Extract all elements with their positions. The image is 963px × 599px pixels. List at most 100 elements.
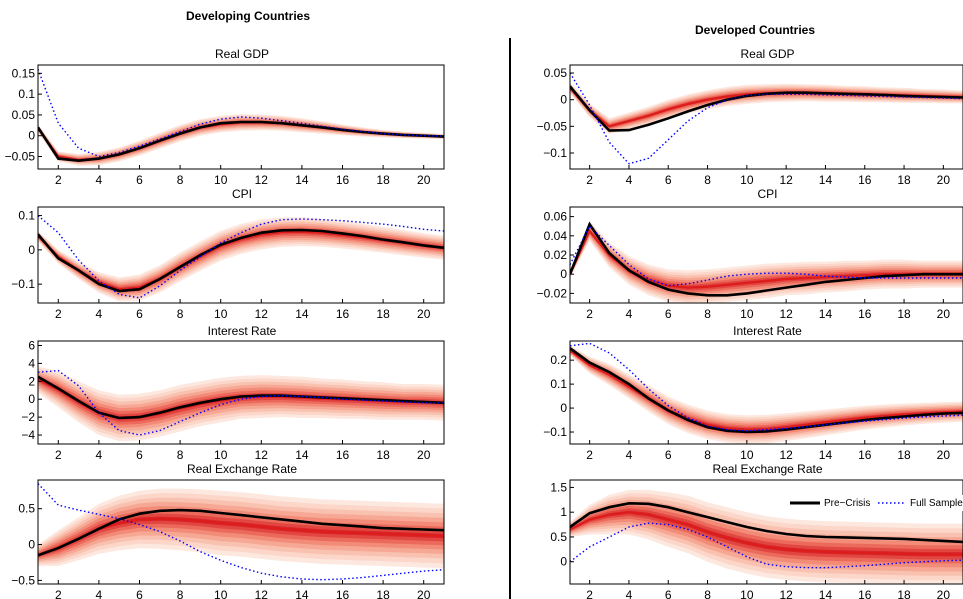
left-real-exchange-rate-xtick-label: 4 [96, 588, 103, 599]
right-cpi-ytick-label: 0 [560, 267, 567, 281]
right-real-exchange-rate-xtick-label: 12 [779, 588, 793, 599]
right-real-exchange-rate-panel: 2 4 6 8 10 12 14 16 18 20 0 0.5 1 1.5 Real Exchange Ra… [550, 462, 963, 599]
left-real-gdp-ytick-label: 0.05 [12, 108, 36, 122]
left-cpi-xtick-label: 8 [177, 307, 184, 321]
right-real-exchange-rate-title: Real Exchange Rate [712, 462, 822, 476]
left-real-gdp-plot-area [38, 68, 444, 166]
left-real-exchange-rate-panel: 2 4 6 8 10 12 14 16 18 20 −0.5 0 0.5 Real Exchange Ra… [11, 462, 445, 599]
right-interest-rate-xtick-label: 14 [819, 448, 833, 462]
left-interest-rate-ytick-label: 4 [28, 356, 35, 370]
left-cpi-full-sample-line [38, 215, 444, 299]
left-real-exchange-rate-xtick-label: 12 [255, 588, 269, 599]
left-real-gdp-full-sample-line [38, 68, 444, 158]
right-interest-rate-ytick-label: 0.1 [550, 377, 567, 391]
left-interest-rate-ytick-label: 6 [28, 338, 35, 352]
left-real-exchange-rate-full-sample-line [38, 483, 444, 581]
legend-full-sample-label: Full Sample [910, 498, 963, 509]
right-real-exchange-rate-xtick-label: 8 [704, 588, 711, 599]
left-cpi-pre-crisis-line [38, 228, 444, 293]
right-interest-rate-ytick-label: 0.2 [550, 353, 567, 367]
left-real-gdp-ytick-label: −0.05 [5, 150, 36, 164]
left-interest-rate-pre-crisis-line [38, 375, 444, 420]
left-real-exchange-rate-pre-crisis-line [38, 508, 444, 557]
left-interest-rate-xtick-label: 18 [376, 448, 390, 462]
right-interest-rate-plot-area [570, 342, 963, 444]
right-real-gdp-xtick-label: 20 [937, 173, 951, 187]
right-interest-rate-panel: 2 4 6 8 10 12 14 16 18 20 −0.1 0 0.1 0.2 Interest Rate [543, 324, 963, 462]
right-real-exchange-rate-xtick-label: 20 [937, 588, 951, 599]
left-real-gdp-xtick-label: 14 [295, 173, 309, 187]
left-real-exchange-rate-xtick-label: 8 [177, 588, 184, 599]
left-real-gdp-ytick-label: 0 [28, 129, 35, 143]
right-cpi-xtick-label: 14 [819, 307, 833, 321]
left-cpi-title: CPI [232, 187, 252, 201]
left-real-gdp-xtick-label: 2 [55, 173, 62, 187]
left-interest-rate-ytick-label: −2 [21, 410, 35, 424]
right-real-gdp-xtick-label: 8 [704, 173, 711, 187]
left-interest-rate-xtick-label: 6 [136, 448, 143, 462]
left-real-exchange-rate-axes-frame [37, 479, 445, 585]
left-cpi-xtick-label: 18 [376, 307, 390, 321]
right-cpi-ytick-label: 0.04 [544, 229, 568, 243]
right-real-gdp-ytick-label: −0.1 [543, 146, 567, 160]
right-real-gdp-xtick-label: 14 [819, 173, 833, 187]
left-interest-rate-xtick-label: 20 [417, 448, 431, 462]
right-real-gdp-ytick-label: 0.05 [544, 66, 568, 80]
left-real-exchange-rate-xtick-label: 10 [214, 588, 228, 599]
right-cpi-xtick-label: 2 [586, 307, 593, 321]
left-real-gdp-xtick-label: 6 [136, 173, 143, 187]
right-interest-rate-axes-frame [569, 340, 963, 445]
left-real-gdp-xtick-label: 8 [177, 173, 184, 187]
left-real-gdp-xtick-label: 4 [96, 173, 103, 187]
left-real-exchange-rate-ytick-label: 0 [28, 538, 35, 552]
right-cpi-pre-crisis-line [570, 221, 963, 297]
right-real-exchange-rate-xtick-label: 6 [665, 588, 672, 599]
left-interest-rate-xtick-label: 12 [255, 448, 269, 462]
developed-countries-title: Developed Countries [695, 23, 815, 37]
right-cpi-title: CPI [757, 187, 777, 201]
right-real-gdp-xtick-label: 6 [665, 173, 672, 187]
right-cpi-ytick-label: −0.02 [537, 286, 568, 300]
right-interest-rate-xtick-label: 6 [665, 448, 672, 462]
right-real-exchange-rate-plot-area [570, 489, 963, 584]
left-real-gdp-ytick-label: 0.15 [12, 66, 36, 80]
left-interest-rate-xtick-label: 4 [96, 448, 103, 462]
legend: Pre−Crisis Full Sample [786, 495, 963, 511]
left-real-gdp-axes-frame [37, 64, 445, 170]
right-real-gdp-xtick-label: 10 [740, 173, 754, 187]
right-cpi-xtick-label: 20 [937, 307, 951, 321]
left-interest-rate-band-6 [38, 377, 444, 422]
left-real-exchange-rate-xtick-label: 20 [417, 588, 431, 599]
right-real-exchange-rate-pre-crisis-line [570, 501, 963, 544]
left-interest-rate-axes-frame [37, 340, 445, 445]
right-cpi-ytick-label: 0.02 [544, 248, 568, 262]
right-interest-rate-xtick-label: 12 [779, 448, 793, 462]
right-cpi-xtick-label: 8 [704, 307, 711, 321]
left-real-gdp-ytick-label: 0.1 [18, 87, 35, 101]
right-interest-rate-xtick-label: 18 [897, 448, 911, 462]
right-real-gdp-xtick-label: 12 [779, 173, 793, 187]
right-interest-rate-xtick-label: 4 [626, 448, 633, 462]
right-cpi-xtick-label: 10 [740, 307, 754, 321]
left-interest-rate-xtick-label: 10 [214, 448, 228, 462]
right-cpi-plot-area [570, 221, 963, 303]
right-real-exchange-rate-xtick-label: 14 [819, 588, 833, 599]
left-cpi-plot-area [38, 215, 444, 302]
left-interest-rate-xtick-label: 14 [295, 448, 309, 462]
left-interest-rate-panel: 2 4 6 8 10 12 14 16 18 20 −4 −2 0 2 4 6 Interest Rate [21, 324, 445, 462]
right-real-exchange-rate-band-median [570, 511, 963, 556]
left-cpi-panel: 2 4 6 8 10 12 14 16 18 20 −0.1 0 0.1 CPI [11, 187, 445, 321]
left-real-gdp-panel: 2 4 6 8 10 12 14 16 18 20 −0.05 0 0.05 0.1 0.15 Real GD… [5, 47, 445, 187]
left-real-exchange-rate-xtick-label: 2 [55, 588, 62, 599]
left-cpi-xtick-label: 12 [255, 307, 269, 321]
left-cpi-xtick-label: 6 [136, 307, 143, 321]
left-cpi-xtick-label: 20 [417, 307, 431, 321]
left-cpi-axes-frame [37, 206, 445, 304]
left-real-gdp-xtick-label: 18 [376, 173, 390, 187]
left-interest-rate-title: Interest Rate [208, 324, 277, 338]
right-interest-rate-ytick-label: −0.1 [543, 425, 567, 439]
left-real-exchange-rate-ytick-label: 0.5 [18, 502, 35, 516]
right-interest-rate-xtick-label: 20 [937, 448, 951, 462]
